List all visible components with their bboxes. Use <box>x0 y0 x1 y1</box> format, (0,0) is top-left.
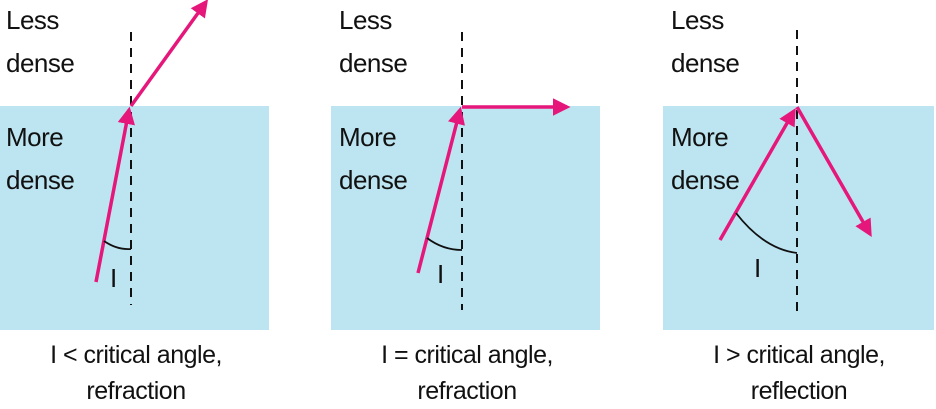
diagram-panel-3: Less dense More dense I I > critical ang… <box>663 0 935 409</box>
incident-ray <box>94 106 135 283</box>
caption-line1: I > critical angle, <box>713 341 885 369</box>
more-dense-label-line2: dense <box>339 165 408 195</box>
angle-label: I <box>110 263 117 293</box>
more-dense-region <box>0 106 269 330</box>
less-dense-label-line1: Less <box>6 5 59 35</box>
less-dense-label-line2: dense <box>339 48 408 78</box>
less-dense-label-line1: Less <box>671 5 724 35</box>
refracted-ray <box>129 0 209 108</box>
diagram-panel-2: Less dense More dense I I = critical ang… <box>331 0 603 409</box>
more-dense-region <box>663 106 934 330</box>
angle-label: I <box>437 259 444 289</box>
incident-ray <box>416 106 465 274</box>
caption-line2: refraction <box>86 377 186 405</box>
diagram-2-graphic <box>331 32 600 330</box>
more-dense-label-line2: dense <box>671 165 740 195</box>
more-dense-label-line2: dense <box>6 165 75 195</box>
more-dense-region <box>331 106 600 330</box>
angle-arc <box>735 212 798 254</box>
reflected-ray <box>795 106 872 238</box>
angle-arc <box>426 237 463 251</box>
more-dense-label-line1: More <box>339 122 397 152</box>
less-dense-label-line1: Less <box>339 5 392 35</box>
more-dense-label-line1: More <box>671 122 729 152</box>
diagram-1-graphic <box>0 0 269 330</box>
angle-arc <box>103 240 132 250</box>
diagram-3-graphic <box>663 30 934 330</box>
diagram-panel-1: Less dense More dense I I < critical ang… <box>0 0 272 409</box>
more-dense-label-line1: More <box>6 122 64 152</box>
caption-line1: I < critical angle, <box>50 341 222 369</box>
caption-line1: I = critical angle, <box>381 341 553 369</box>
caption-line2: refraction <box>417 377 517 405</box>
angle-label: I <box>754 253 761 283</box>
less-dense-label-line2: dense <box>6 48 75 78</box>
caption-line2: reflection <box>750 377 848 405</box>
incident-ray <box>718 107 796 241</box>
less-dense-label-line2: dense <box>671 48 740 78</box>
